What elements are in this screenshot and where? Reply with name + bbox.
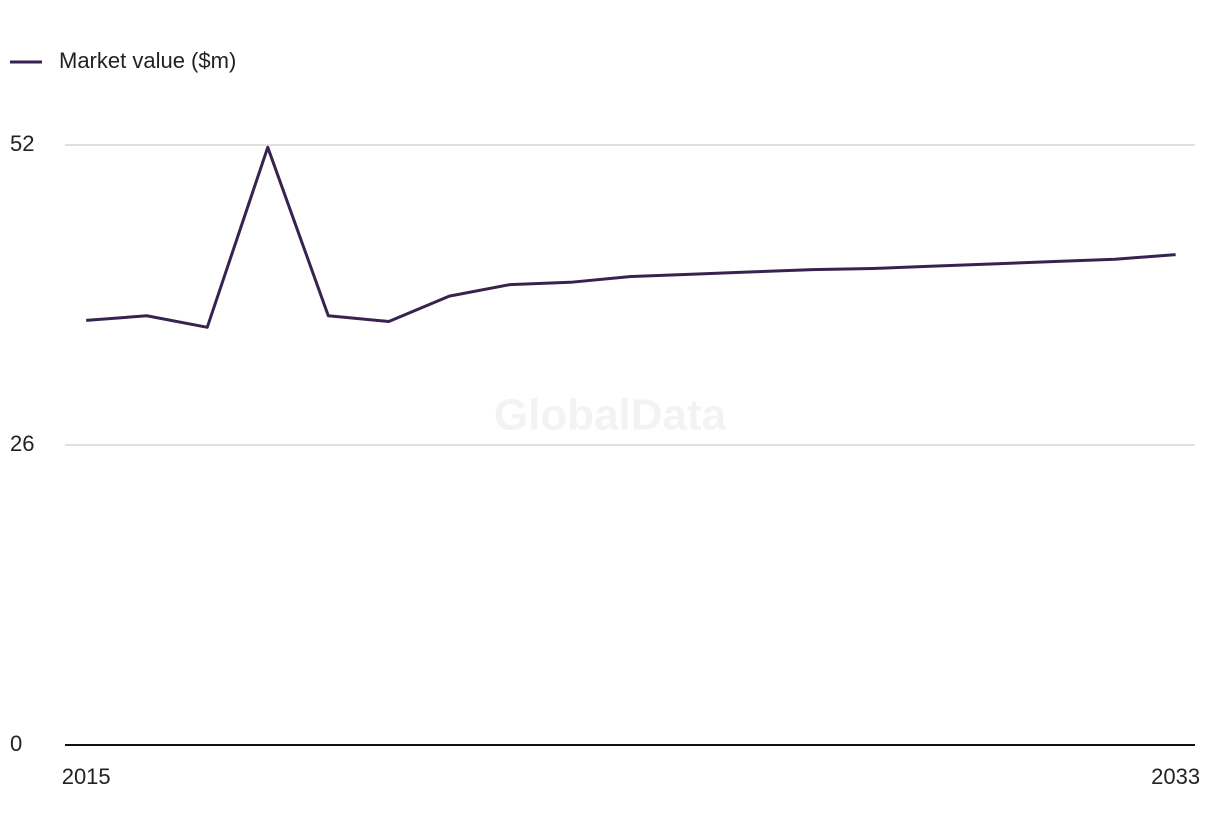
x-tick-label: 2033 bbox=[1151, 764, 1200, 789]
y-tick-label: 52 bbox=[10, 131, 34, 156]
y-tick-label: 0 bbox=[10, 731, 22, 756]
line bbox=[86, 145, 1176, 329]
x-tick-label: 2015 bbox=[62, 764, 111, 789]
legend-label: Market value ($m) bbox=[59, 48, 236, 73]
watermark: GlobalData bbox=[494, 391, 727, 440]
y-tick-label: 26 bbox=[10, 431, 34, 456]
